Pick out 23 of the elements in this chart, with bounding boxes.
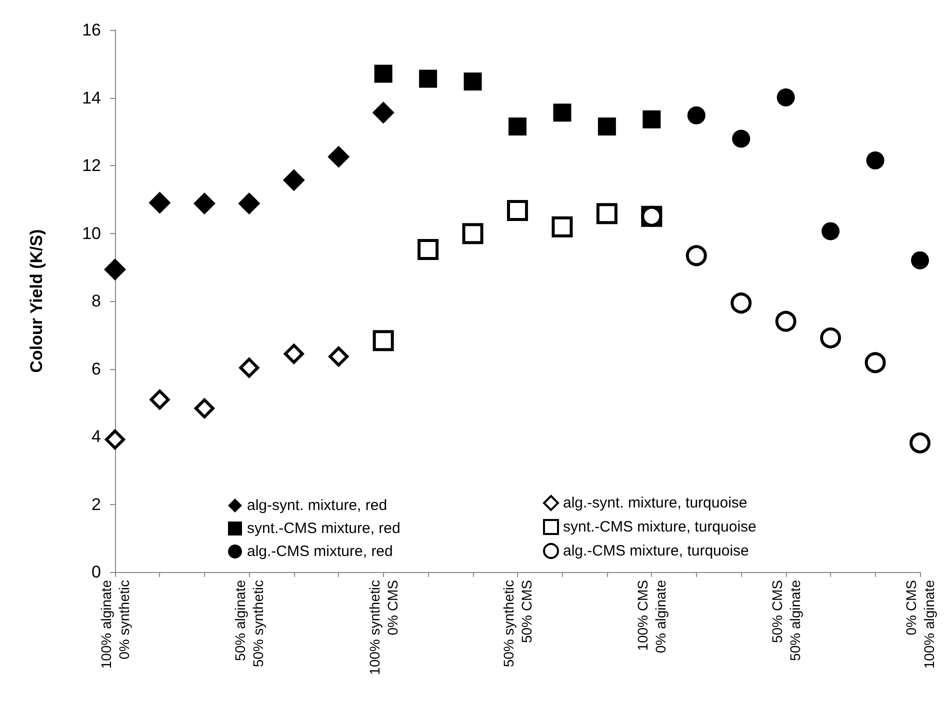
y-tick-label: 10: [82, 224, 101, 243]
y-axis-title: Colour Yield (K/S): [27, 229, 46, 373]
legend-label: alg.-CMS mixture, red: [247, 543, 393, 560]
x-tick-label: 50% alginate 50% synthetic: [232, 580, 266, 668]
x-tick-label: 0% CMS 100% alginate: [903, 580, 937, 669]
y-tick-label: 12: [82, 156, 101, 175]
y-tick-label: 2: [92, 494, 101, 514]
x-tick-label: 100% synthetic 0% CMS: [366, 580, 400, 675]
y-tick-label: 0: [92, 562, 101, 582]
x-tick-label: 50% synthetic 50% CMS: [500, 580, 534, 668]
legend-label: alg-synt. mixture, red: [247, 497, 388, 514]
y-tick-label: 4: [92, 427, 101, 446]
legend-label: alg.-CMS mixture, turquoise: [563, 542, 749, 560]
y-tick-label: 16: [82, 20, 101, 40]
legend-label: synt.-CMS mixture, red: [247, 520, 400, 537]
x-tick-label: 50% CMS 50% alginate: [768, 580, 803, 661]
y-tick-label: 6: [92, 359, 101, 378]
x-tick-label: 100% CMS 0% alginate: [634, 580, 669, 654]
x-tick-label: 100% alginate 0% synthetic: [98, 580, 132, 669]
y-tick-label: 8: [92, 292, 101, 310]
legend-label: synt.-CMS mixture, turquoise: [563, 518, 756, 536]
legend-label: alg.-synt. mixture, turquoise: [563, 494, 748, 512]
y-tick-label: 14: [82, 88, 101, 108]
